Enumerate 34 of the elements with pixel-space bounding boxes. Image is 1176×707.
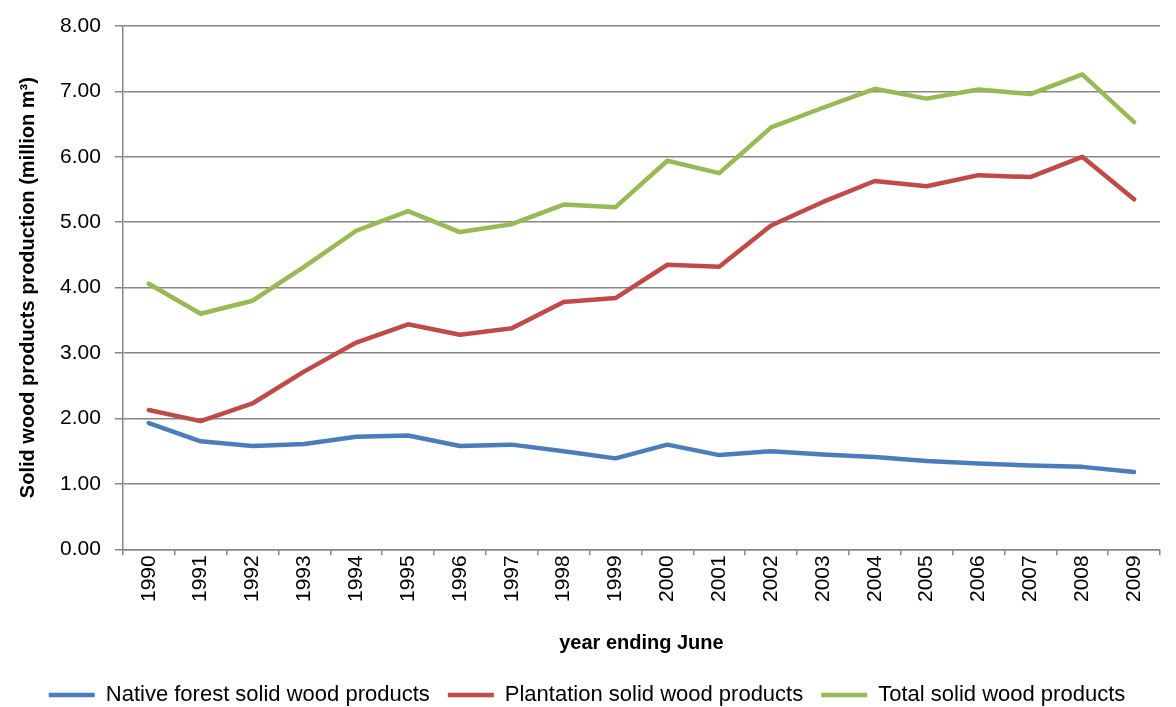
y-tick-label: 7.00 xyxy=(60,78,101,102)
x-tick-label: 1995 xyxy=(394,555,418,602)
x-tick-label: 2002 xyxy=(757,555,781,602)
y-tick-label: 5.00 xyxy=(60,209,101,233)
x-tick-label: 1997 xyxy=(498,555,522,602)
y-tick-label: 2.00 xyxy=(60,405,101,429)
x-tick-label: 2000 xyxy=(654,555,678,602)
x-tick-label: 2001 xyxy=(706,555,730,602)
y-tick-label: 1.00 xyxy=(60,470,101,494)
x-tick-label: 2008 xyxy=(1069,555,1093,602)
x-tick-label: 2009 xyxy=(1120,555,1144,602)
y-tick-label: 3.00 xyxy=(60,339,101,363)
x-tick-label: 1996 xyxy=(446,555,470,602)
x-tick-label: 2007 xyxy=(1017,555,1041,602)
x-tick-label: 1999 xyxy=(602,555,626,602)
x-tick-label: 2005 xyxy=(913,555,937,602)
x-tick-label: 1993 xyxy=(291,555,315,602)
legend-label: Total solid wood products xyxy=(878,681,1126,707)
x-tick-label: 2006 xyxy=(965,555,989,602)
x-tick-label: 1994 xyxy=(343,554,367,602)
y-axis-title: Solid wood products production (million m³) xyxy=(15,77,38,499)
legend-label: Native forest solid wood products xyxy=(105,681,430,707)
x-axis-title: year ending June xyxy=(559,630,724,653)
y-tick-label: 4.00 xyxy=(60,274,101,298)
y-tick-label: 8.00 xyxy=(60,12,101,36)
x-tick-label: 1998 xyxy=(550,555,574,602)
x-tick-label: 1992 xyxy=(239,555,263,602)
x-tick-label: 1990 xyxy=(135,555,159,602)
x-tick-label: 2003 xyxy=(809,555,833,602)
x-tick-label: 1991 xyxy=(187,555,211,602)
legend-label: Plantation solid wood products xyxy=(504,681,804,707)
y-tick-label: 6.00 xyxy=(60,143,101,167)
y-tick-label: 0.00 xyxy=(60,536,101,560)
x-tick-label: 2004 xyxy=(861,554,885,602)
